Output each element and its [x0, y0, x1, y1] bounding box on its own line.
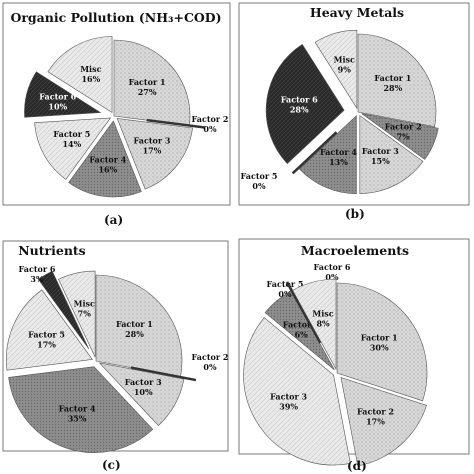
slice-label-misc: Misc: [74, 298, 95, 308]
slice-value-factor-1: 28%: [383, 83, 402, 93]
pie-slice-misc: [47, 36, 113, 114]
slice-value-misc: 7%: [78, 308, 92, 318]
pie-slice-misc: [292, 278, 337, 370]
slice-label-factor-5: Factor 5: [53, 129, 90, 139]
slice-label-factor-2: Factor 2: [357, 407, 394, 417]
slice-value-factor-6: 28%: [290, 105, 309, 115]
pie-slice-factor-4: [8, 366, 154, 453]
slice-label-factor-4: Factor 4: [283, 320, 320, 330]
panel-caption: (b): [345, 207, 365, 221]
pie-slice-factor-5: [34, 117, 112, 180]
panel-caption: (c): [102, 458, 121, 472]
pie-chart-nutrients: Nutrients Factor 128%Factor 20%Factor 31…: [2, 240, 229, 453]
slice-value-factor-3: 39%: [279, 402, 298, 412]
chart-title: Macroelements: [301, 243, 409, 258]
pie-slice-factor-3: [243, 317, 351, 466]
slice-value-factor-5: 17%: [37, 340, 56, 350]
pie-slice-factor-6: [37, 270, 90, 350]
slice-value-factor-4: 35%: [68, 414, 87, 424]
pie-slice-factor-2: [340, 377, 427, 467]
pie-slice-factor-5: [6, 289, 93, 371]
slice-label-factor-4: Factor 4: [89, 155, 126, 165]
slice-label-factor-6: Factor 6: [19, 264, 56, 274]
slice-label-factor-1: Factor 1: [374, 73, 411, 83]
pie-slice-misc: [314, 29, 358, 110]
panel-macroelements: Macroelements Factor 1 30% Factor 2 17% Fact…: [237, 237, 474, 474]
pie-slice-factor-6: [24, 71, 102, 118]
slice-value-misc: 16%: [81, 74, 100, 84]
pie-slice-factor-5: [291, 131, 338, 175]
pie-slice-factor-6: [285, 281, 322, 344]
pie-slice-misc: [58, 270, 96, 358]
pie-slice-factor-3: [98, 362, 185, 427]
pie-slice-factor-1: [336, 282, 428, 402]
slice-value-factor-5: 0%: [278, 289, 292, 299]
slice-value-factor-2: 7%: [397, 132, 411, 142]
slice-value-factor-6: 0%: [325, 272, 339, 282]
panel-caption: (d): [347, 459, 367, 473]
slice-value-factor-1: 30%: [370, 342, 389, 352]
pie-slice-factor-3: [116, 118, 193, 190]
slice-label-factor-5: Factor 5: [267, 279, 304, 289]
pie-chart-macroelements: Macroelements Factor 130% Factor 217% Fact…: [238, 238, 470, 467]
panel-heavy-metals: Heavy Metals Factor 1 28% Factor 2 7% Factor…: [237, 0, 474, 237]
slice-value-misc: 9%: [338, 65, 352, 75]
pie-slice-factor-1: [95, 274, 183, 378]
slice-value-factor-3: 10%: [134, 387, 153, 397]
slice-label-factor-5: Factor 5: [241, 171, 278, 181]
slice-label-factor-6: Factor 6: [39, 92, 76, 102]
slice-label-factor-3: Factor 3: [270, 392, 307, 402]
pie-slice-factor-2: [130, 366, 197, 382]
pie-chart-heavy-metals: Heavy Metals Factor 128%Factor 27%Factor…: [238, 2, 470, 206]
slice-label-factor-3: Factor 3: [125, 377, 162, 387]
slice-label-misc: Misc: [80, 64, 101, 74]
slice-value-factor-5: 14%: [62, 139, 81, 149]
slice-value-factor-4: 16%: [98, 165, 117, 175]
slice-label-factor-5: Factor 5: [28, 330, 65, 340]
slice-label-factor-3: Factor 3: [362, 146, 399, 156]
pie-slice-factor-4: [68, 120, 142, 198]
slice-label-misc: Misc: [334, 55, 355, 65]
pie-chart-organic-pollution: Organic Pollution (NH₃+COD) Factor 127% F…: [2, 2, 231, 206]
slice-value-factor-3: 15%: [371, 156, 390, 166]
chart-title: Organic Pollution (NH₃+COD): [10, 10, 221, 25]
panel-organic-pollution: Organic Pollution (NH₃+COD) Factor 1 27% F…: [0, 0, 237, 237]
slice-label-factor-6: Factor 6: [314, 262, 351, 272]
slice-value-factor-5: 0%: [252, 181, 266, 191]
slice-label-factor-6: Factor 6: [281, 95, 318, 105]
pie-slice-factor-2: [361, 113, 439, 160]
slice-label-factor-2: Factor 2: [192, 114, 229, 124]
slice-label-factor-2: Factor 2: [192, 352, 229, 362]
chart-title: Heavy Metals: [310, 5, 404, 20]
slice-value-misc: 8%: [316, 319, 330, 329]
slice-label-factor-4: Factor 4: [320, 147, 357, 157]
slice-label-factor-1: Factor 1: [361, 332, 398, 342]
slice-value-factor-1: 28%: [125, 329, 144, 339]
slice-value-factor-6: 3%: [30, 274, 44, 284]
pie-slice-factor-3: [359, 114, 424, 194]
slice-value-factor-2: 17%: [366, 417, 385, 427]
pie-slice-factor-2: [146, 118, 205, 129]
pie-slice-factor-4: [299, 114, 357, 194]
slice-value-factor-1: 27%: [138, 87, 157, 97]
slice-value-factor-2: 0%: [203, 362, 217, 372]
slice-value-factor-4: 13%: [329, 157, 348, 167]
slice-label-factor-2: Factor 2: [385, 122, 422, 132]
pie-slice-factor-6: [265, 43, 345, 165]
slice-value-factor-4: 6%: [295, 330, 309, 340]
slice-value-factor-3: 17%: [143, 145, 162, 155]
slice-label-factor-1: Factor 1: [116, 319, 153, 329]
slice-label-misc: Misc: [312, 309, 333, 319]
pie-slice-factor-1: [113, 39, 191, 126]
slice-label-factor-3: Factor 3: [134, 135, 171, 145]
pie-slice-factor-1: [357, 33, 437, 127]
slice-value-factor-2: 0%: [203, 124, 217, 134]
chart-title: Nutrients: [18, 243, 85, 258]
slice-label-factor-4: Factor 4: [59, 404, 96, 414]
slice-label-factor-1: Factor 1: [129, 77, 166, 87]
slice-value-factor-6: 10%: [48, 102, 67, 112]
panel-caption: (a): [104, 213, 124, 227]
